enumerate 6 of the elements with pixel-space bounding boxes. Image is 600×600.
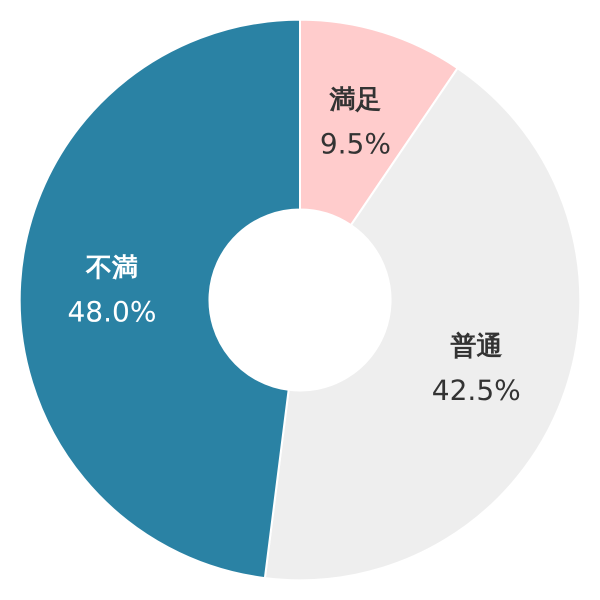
slice-label: 普通 (449, 330, 502, 362)
data-label: 42.5% (432, 374, 521, 408)
data-label: 9.5% (320, 127, 391, 160)
slice-label: 不満 (84, 253, 138, 284)
slice-label: 満足 (328, 84, 382, 115)
data-label: 48.0% (67, 296, 156, 329)
